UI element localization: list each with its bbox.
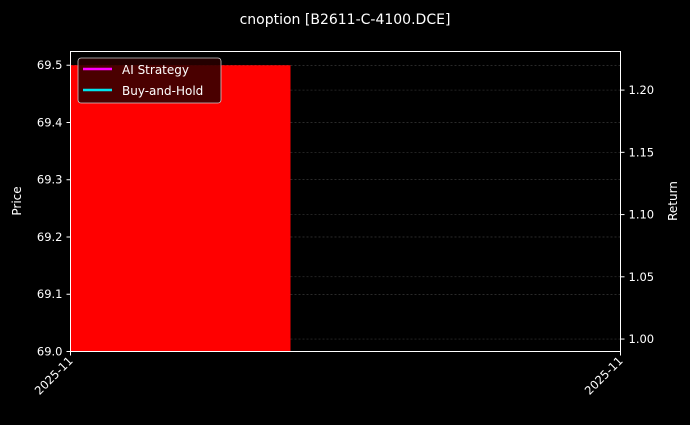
y2-tick-label: 1.10	[629, 208, 655, 222]
x-axis: 2025-11 2025-11	[32, 351, 626, 398]
x-tick-label: 2025-11	[32, 354, 76, 398]
x-tick-label: 2025-11	[582, 354, 626, 398]
y-tick-label: 69.0	[37, 345, 63, 359]
y-tick-label: 69.2	[37, 230, 63, 244]
plot-frame	[70, 51, 621, 352]
y-axis-left: 69.0 69.1 69.2 69.3 69.4 69.5	[37, 58, 71, 359]
y-tick-label: 69.3	[37, 173, 63, 187]
y-tick-label: 69.5	[37, 58, 63, 72]
y-tick-label: 69.4	[37, 115, 63, 129]
legend-box	[77, 57, 222, 104]
y2-tick-label: 1.20	[629, 83, 655, 97]
y-axis-right: 1.00 1.05 1.10 1.15 1.20	[620, 83, 655, 346]
bars	[70, 65, 291, 352]
y2-tick-label: 1.05	[629, 270, 655, 284]
legend-label-ai-strategy: AI Strategy	[122, 63, 189, 77]
y2-tick-label: 1.00	[629, 332, 655, 346]
y2-tick-label: 1.15	[629, 145, 655, 159]
chart-title: cnoption [B2611-C-4100.DCE]	[240, 12, 451, 28]
legend: AI Strategy Buy-and-Hold	[77, 57, 222, 104]
legend-label-buy-and-hold: Buy-and-Hold	[122, 84, 203, 98]
y-axis-label: Price	[10, 186, 24, 215]
bar-0	[70, 65, 291, 352]
y-tick-label: 69.1	[37, 287, 63, 301]
y2-axis-label: Return	[666, 181, 680, 221]
